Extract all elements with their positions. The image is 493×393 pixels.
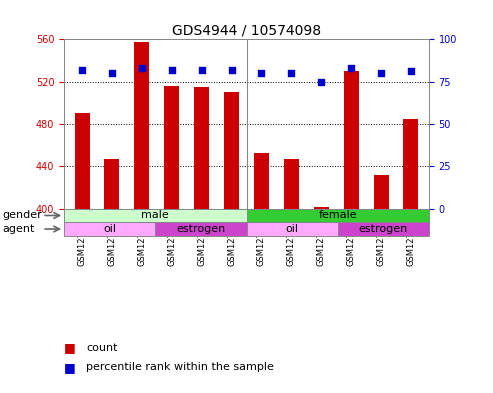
Point	[377, 70, 385, 76]
Point	[347, 65, 355, 71]
Text: ■: ■	[64, 341, 76, 354]
Bar	[105, 159, 119, 209]
Point	[198, 67, 206, 73]
Bar	[135, 42, 149, 209]
Bar	[344, 71, 358, 209]
Point	[138, 65, 146, 71]
Bar	[224, 92, 239, 209]
Bar	[246, 222, 338, 236]
Text: estrogen: estrogen	[176, 224, 225, 234]
Bar	[64, 222, 155, 236]
Point	[317, 79, 325, 85]
Point	[287, 70, 295, 76]
Text: agent: agent	[2, 224, 35, 234]
Bar	[284, 159, 299, 209]
Text: oil: oil	[285, 224, 299, 234]
Text: ■: ■	[64, 361, 76, 374]
Text: female: female	[318, 211, 357, 220]
Point	[257, 70, 265, 76]
Point	[228, 67, 236, 73]
Bar	[403, 119, 419, 209]
Text: estrogen: estrogen	[359, 224, 408, 234]
Bar	[254, 152, 269, 209]
Text: GDS4944 / 10574098: GDS4944 / 10574098	[172, 24, 321, 38]
Point	[108, 70, 116, 76]
Bar	[74, 114, 90, 209]
Text: percentile rank within the sample: percentile rank within the sample	[86, 362, 274, 373]
Bar	[374, 175, 388, 209]
Point	[407, 68, 415, 75]
Bar	[194, 87, 209, 209]
Bar	[314, 207, 329, 209]
Bar	[246, 209, 429, 222]
Text: oil: oil	[103, 224, 116, 234]
Text: male: male	[141, 211, 169, 220]
Bar	[338, 222, 429, 236]
Text: count: count	[86, 343, 118, 353]
Text: gender: gender	[2, 211, 42, 220]
Bar	[64, 209, 246, 222]
Bar	[155, 222, 246, 236]
Point	[78, 67, 86, 73]
Point	[168, 67, 176, 73]
Bar	[164, 86, 179, 209]
